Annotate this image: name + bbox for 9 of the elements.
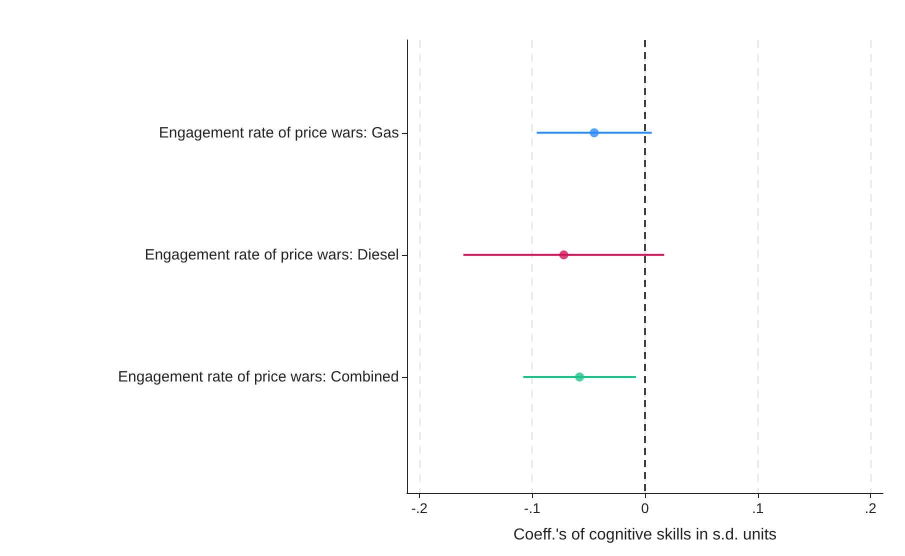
- x-axis-title: Coeff.'s of cognitive skills in s.d. units: [513, 526, 777, 544]
- y-tick-label: Engagement rate of price wars: Diesel: [144, 246, 399, 264]
- y-tick-label: Engagement rate of price wars: Combined: [118, 368, 399, 386]
- x-tick-label: .1: [752, 500, 764, 516]
- x-tick-label: 0: [641, 500, 650, 516]
- x-tick-label: -.1: [524, 500, 541, 516]
- x-tick-label: .2: [864, 500, 877, 516]
- y-tick-label: Engagement rate of price wars: Gas: [158, 124, 399, 142]
- x-tick-label: -.2: [411, 500, 428, 516]
